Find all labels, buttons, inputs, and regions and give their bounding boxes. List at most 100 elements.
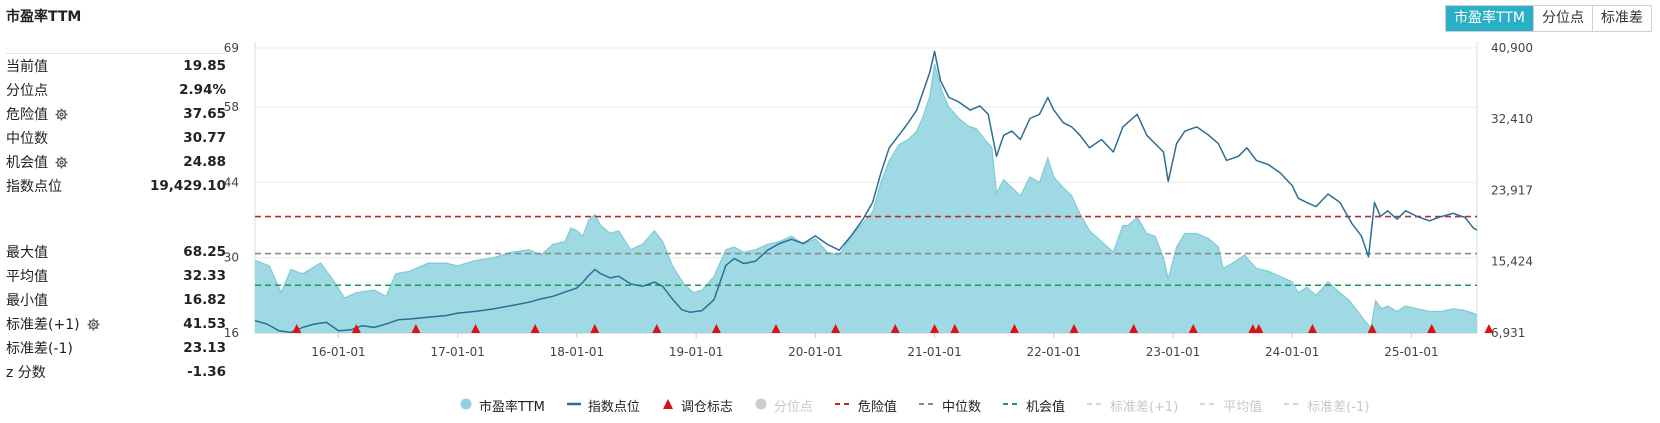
stat-value: -1.36 <box>187 364 226 380</box>
pe-ttm-area <box>255 64 1477 333</box>
stat-value: 24.88 <box>183 154 226 170</box>
stat-row: 机会值 24.88 <box>6 150 226 174</box>
legend-label: 分位点 <box>773 400 813 415</box>
rebalance-marker <box>530 324 540 333</box>
legend-item[interactable]: 市盈率TTM <box>460 396 545 415</box>
stat-value: 16.82 <box>183 292 226 308</box>
legend-dash-icon <box>1086 398 1110 414</box>
y-tick-label-left: 69 <box>224 41 239 55</box>
stat-label-text: 分位点 <box>6 83 48 99</box>
x-tick-label: 18-01-01 <box>550 345 604 359</box>
y-tick-label-left: 16 <box>224 326 239 340</box>
stat-label-text: 中位数 <box>6 131 48 147</box>
legend-circle-icon <box>755 398 774 414</box>
pe-chart: 16 30 44 58 69 6,931 15,424 23,917 32,410 40,900 1… <box>224 41 1533 359</box>
stat-label-text: 当前值 <box>6 59 48 75</box>
rebalance-marker <box>771 324 781 333</box>
stat-label: 平均值 <box>6 266 48 286</box>
x-tick-label: 16-01-01 <box>311 345 365 359</box>
stat-row: 危险值 37.65 <box>6 102 226 126</box>
legend-item[interactable]: 分位点 <box>755 396 813 415</box>
legend-label: 中位数 <box>941 400 981 415</box>
stat-label: 最小值 <box>6 290 48 310</box>
stat-label-text: 标准差(-1) <box>6 341 73 357</box>
gear-icon[interactable] <box>55 108 68 121</box>
rebalance-marker <box>831 324 841 333</box>
legend-triangle-icon <box>662 398 681 414</box>
rebalance-marker <box>930 324 940 333</box>
stat-label-text: 最大值 <box>6 245 48 261</box>
stat-value: 68.25 <box>183 244 226 260</box>
rebalance-marker <box>351 324 361 333</box>
x-tick-label: 23-01-01 <box>1146 345 1200 359</box>
tab-pe-ttm[interactable]: 市盈率TTM <box>1446 6 1533 31</box>
legend-label: 指数点位 <box>587 400 640 415</box>
rebalance-marker <box>1254 324 1264 333</box>
stat-value: 32.33 <box>183 268 226 284</box>
legend-dash-icon <box>834 398 858 414</box>
rebalance-marker <box>950 324 960 333</box>
tab-std-dev[interactable]: 标准差 <box>1592 6 1651 31</box>
stat-label-text: z 分数 <box>6 365 46 381</box>
rebalance-marker <box>711 324 721 333</box>
metric-tabs: 市盈率TTM 分位点 标准差 <box>1445 5 1652 32</box>
y-tick-label-right: 23,917 <box>1491 183 1533 197</box>
stat-value: 23.13 <box>183 340 226 356</box>
legend-label: 标准差(-1) <box>1307 400 1370 415</box>
x-tick-label: 24-01-01 <box>1265 345 1319 359</box>
stat-label: 机会值 <box>6 152 68 172</box>
stat-label: 标准差(+1) <box>6 314 100 334</box>
tab-percentile[interactable]: 分位点 <box>1533 6 1592 31</box>
legend-item[interactable]: 标准差(+1) <box>1086 396 1178 415</box>
x-tick-label: 20-01-01 <box>788 345 842 359</box>
page-title: 市盈率TTM <box>6 9 82 25</box>
legend-item[interactable]: 中位数 <box>918 396 981 415</box>
legend-item[interactable]: 机会值 <box>1002 396 1065 415</box>
rebalance-marker <box>411 324 421 333</box>
stat-label-text: 危险值 <box>6 107 48 123</box>
stats-panel-current: 当前值 19.85 分位点 2.94% 危险值 37.65 中位数 30.77 机会值 24.88… <box>6 53 226 198</box>
stat-label-text: 平均值 <box>6 269 48 285</box>
y-tick-label-left: 30 <box>224 251 239 265</box>
legend-label: 机会值 <box>1025 400 1065 415</box>
gear-icon[interactable] <box>55 156 68 169</box>
rebalance-marker <box>1307 324 1317 333</box>
legend-item[interactable]: 平均值 <box>1200 396 1262 415</box>
rebalance-marker <box>1484 324 1494 333</box>
stat-row: 当前值 19.85 <box>6 54 226 78</box>
legend-dash-icon <box>1002 398 1026 414</box>
stat-row: 指数点位 19,429.10 <box>6 174 226 198</box>
stat-row: z 分数 -1.36 <box>6 360 226 384</box>
legend-item[interactable]: 指数点位 <box>566 396 640 415</box>
y-tick-label-right: 32,410 <box>1491 112 1533 126</box>
rebalance-marker <box>471 324 481 333</box>
rebalance-marker <box>1129 324 1139 333</box>
stat-label-text: 最小值 <box>6 293 48 309</box>
stat-row: 平均值 32.33 <box>6 264 226 288</box>
legend-dash-icon <box>1284 398 1307 414</box>
stat-value: 2.94% <box>179 82 226 98</box>
stat-label: 中位数 <box>6 128 48 148</box>
legend-dash-icon <box>918 398 942 414</box>
stat-value: 30.77 <box>183 130 226 146</box>
rebalance-marker <box>890 324 900 333</box>
legend-item[interactable]: 调仓标志 <box>662 396 733 415</box>
x-tick-label: 19-01-01 <box>669 345 723 359</box>
stat-value: 37.65 <box>183 106 226 122</box>
stat-row: 分位点 2.94% <box>6 78 226 102</box>
rebalance-marker <box>292 324 302 333</box>
rebalance-marker <box>1248 324 1258 333</box>
y-tick-label-right: 15,424 <box>1491 255 1533 269</box>
pe-ttm-line <box>254 63 1478 329</box>
legend-item[interactable]: 标准差(-1) <box>1284 396 1369 415</box>
y-tick-label-right: 6,931 <box>1491 326 1525 340</box>
legend-item[interactable]: 危险值 <box>834 396 897 415</box>
gear-icon[interactable] <box>87 318 100 331</box>
stat-label: z 分数 <box>6 362 46 382</box>
legend-label: 平均值 <box>1223 400 1263 415</box>
stat-row: 标准差(+1) 41.53 <box>6 312 226 336</box>
rebalance-marker <box>1009 324 1019 333</box>
legend-dash-icon <box>1200 398 1223 414</box>
stat-label: 最大值 <box>6 242 48 262</box>
rebalance-marker <box>590 324 600 333</box>
